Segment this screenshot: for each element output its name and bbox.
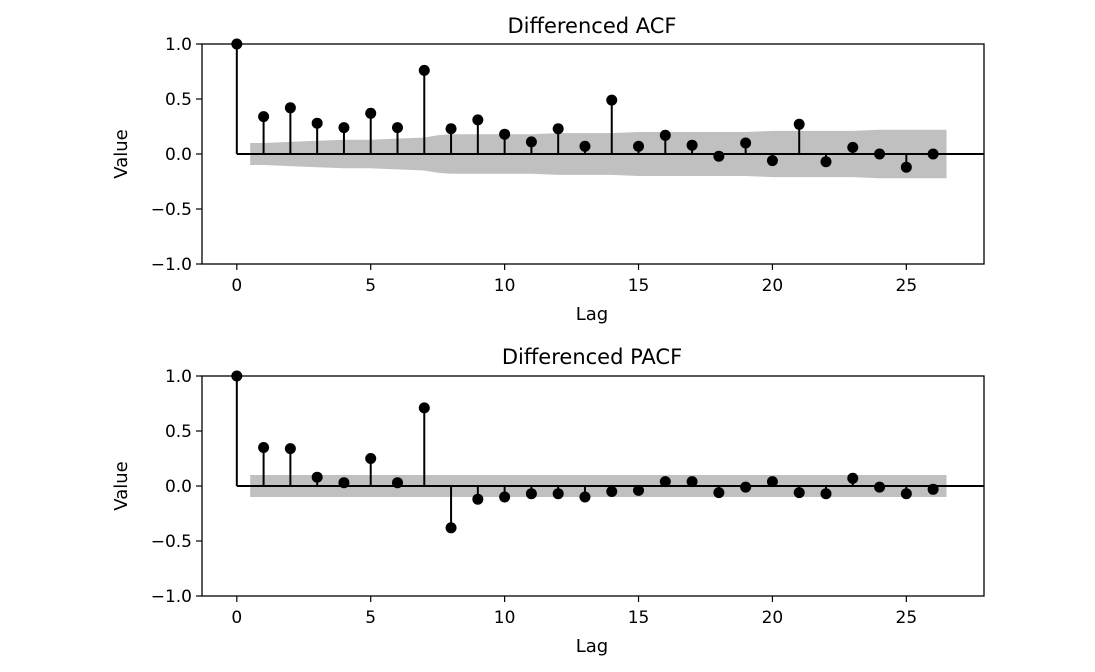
- acf-ylabel: Value: [111, 129, 132, 178]
- acf-yticks: 1.0 0.5 0.0 −0.5 −1.0: [151, 35, 202, 275]
- pacf-xtick-label: 25: [896, 608, 918, 628]
- acf-point-lag-6: [392, 122, 403, 134]
- pacf-point-lag-11: [525, 488, 537, 500]
- pacf-point-lag-26: [927, 483, 939, 495]
- acf-point-lag-16: [659, 129, 671, 141]
- pacf-title: Differenced PACF: [502, 345, 682, 369]
- pacf-xtick-label: 0: [231, 608, 242, 628]
- acf-point-lag-1: [258, 111, 270, 123]
- acf-xtick-label: 10: [494, 276, 516, 296]
- acf-xtick-label: 0: [231, 276, 242, 296]
- acf-ytick-label: 0.5: [165, 90, 192, 110]
- pacf-point-lag-7: [418, 402, 430, 414]
- acf-panel: Differenced ACF 1.0 0.5 0.0 −0.5 −1.0 0 5 10 15…: [111, 14, 985, 325]
- pacf-xtick-label: 20: [762, 608, 784, 628]
- acf-point-lag-14: [606, 94, 618, 106]
- pacf-point-lag-8: [445, 522, 457, 534]
- acf-xticks: 0 5 10 15 20 25: [231, 264, 917, 296]
- pacf-point-lag-14: [606, 486, 618, 497]
- pacf-xlabel: Lag: [576, 636, 608, 657]
- acf-point-lag-5: [365, 107, 377, 119]
- acf-point-lag-17: [686, 139, 698, 151]
- acf-point-lag-22: [820, 156, 832, 168]
- acf-stems-layer: [231, 38, 984, 173]
- pacf-point-lag-25: [900, 488, 912, 500]
- pacf-ytick-label: −0.5: [151, 532, 192, 552]
- acf-point-lag-11: [525, 136, 537, 148]
- pacf-point-lag-1: [258, 442, 270, 453]
- pacf-point-lag-2: [284, 443, 296, 455]
- pacf-point-lag-23: [847, 472, 859, 484]
- acf-xtick-label: 25: [896, 276, 918, 296]
- acf-point-lag-13: [579, 140, 591, 152]
- acf-point-lag-12: [552, 123, 564, 135]
- acf-ytick-label: 0.0: [165, 145, 192, 165]
- pacf-xticks: 0 5 10 15 20 25: [231, 596, 917, 628]
- pacf-point-lag-20: [766, 476, 778, 488]
- acf-point-lag-24: [874, 148, 886, 160]
- acf-ytick-label: 1.0: [165, 35, 192, 55]
- pacf-point-lag-3: [311, 471, 323, 483]
- pacf-point-lag-13: [579, 491, 591, 503]
- acf-point-lag-10: [499, 128, 511, 140]
- pacf-panel: Differenced PACF 1.0 0.5 0.0 −0.5 −1.0 0 5 10 1…: [111, 345, 985, 657]
- acf-xtick-label: 5: [365, 276, 376, 296]
- pacf-point-lag-10: [499, 491, 511, 503]
- pacf-point-lag-21: [793, 487, 805, 499]
- pacf-ytick-label: 0.5: [165, 422, 192, 442]
- pacf-point-lag-16: [659, 476, 671, 488]
- pacf-xtick-label: 15: [628, 608, 650, 628]
- pacf-yticks: 1.0 0.5 0.0 −0.5 −1.0: [151, 367, 202, 607]
- pacf-point-lag-22: [820, 488, 832, 500]
- pacf-point-lag-12: [552, 488, 564, 500]
- pacf-point-lag-6: [392, 477, 403, 489]
- acf-point-lag-4: [338, 122, 350, 134]
- acf-point-lag-7: [418, 64, 430, 76]
- pacf-point-lag-19: [740, 481, 752, 493]
- pacf-point-lag-24: [874, 481, 886, 493]
- pacf-xtick-label: 5: [365, 608, 376, 628]
- pacf-ytick-label: 1.0: [165, 367, 192, 387]
- acf-point-lag-26: [927, 148, 939, 160]
- acf-xtick-label: 15: [628, 276, 650, 296]
- pacf-point-lag-9: [472, 493, 484, 505]
- pacf-point-lag-18: [713, 487, 725, 499]
- acf-point-lag-20: [766, 155, 778, 167]
- acf-point-lag-21: [793, 118, 805, 130]
- acf-point-lag-2: [284, 102, 296, 114]
- pacf-point-lag-5: [365, 453, 377, 464]
- pacf-stems-layer: [231, 370, 984, 534]
- acf-xtick-label: 20: [762, 276, 784, 296]
- acf-point-lag-15: [633, 140, 645, 152]
- acf-title: Differenced ACF: [507, 14, 676, 38]
- acf-point-lag-3: [311, 117, 323, 129]
- pacf-ytick-label: 0.0: [165, 477, 192, 497]
- pacf-point-lag-15: [633, 484, 645, 496]
- pacf-point-lag-4: [338, 477, 350, 489]
- pacf-ytick-label: −1.0: [151, 587, 192, 607]
- acf-xlabel: Lag: [576, 304, 608, 325]
- acf-point-lag-25: [900, 161, 912, 173]
- pacf-ylabel: Value: [111, 461, 132, 510]
- acf-point-lag-18: [713, 150, 725, 162]
- acf-point-lag-9: [472, 114, 484, 126]
- acf-ytick-label: −0.5: [151, 200, 192, 220]
- acf-point-lag-8: [445, 123, 457, 135]
- acf-point-lag-19: [740, 137, 752, 149]
- pacf-xtick-label: 10: [494, 608, 516, 628]
- acf-ytick-label: −1.0: [151, 255, 192, 275]
- pacf-point-lag-17: [686, 476, 698, 488]
- acf-point-lag-23: [847, 141, 859, 153]
